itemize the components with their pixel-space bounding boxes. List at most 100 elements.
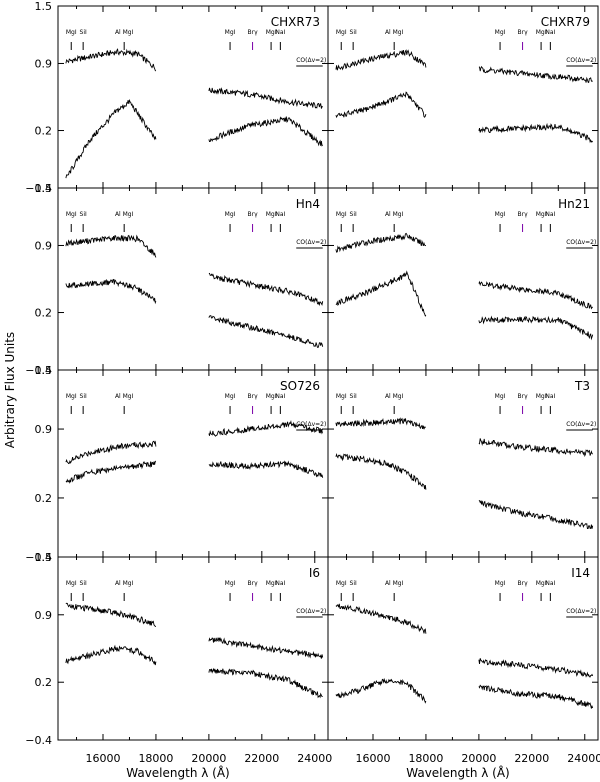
y-tick-label: 1.5 (35, 364, 53, 377)
marker-label: SiI (80, 393, 87, 400)
panel-title: CHXR79 (541, 15, 590, 29)
marker-label: NaI (545, 393, 555, 400)
panel-frame (327, 556, 599, 741)
marker-label: MgI (336, 580, 347, 587)
marker-label: MgI (336, 29, 347, 36)
y-tick-label: 0.2 (35, 125, 53, 138)
co-label: CO(Δv=2) (566, 239, 596, 246)
spectrum-upper-H (65, 440, 157, 465)
marker-label: MgI (266, 580, 277, 587)
co-label: CO(Δv=2) (296, 608, 326, 615)
y-axis-label: Arbitrary Flux Units (3, 332, 17, 448)
panel-frame (327, 5, 599, 189)
spectrum-lower-K (208, 116, 324, 147)
line-markers-h: MgI SiI Al MgI (336, 393, 404, 414)
marker-label: MgI (66, 29, 77, 36)
spectrum-lower-K (478, 499, 594, 529)
y-tick-label: 0.9 (35, 57, 53, 70)
marker-label: MgI (536, 580, 547, 587)
spectrum-upper-H (335, 49, 427, 71)
marker-label: Al MgI (115, 580, 134, 587)
x-tick-label: 24000 (567, 752, 600, 765)
marker-label: NaI (275, 211, 285, 218)
spectrum-lower-K (478, 315, 594, 341)
marker-label: Brγ (247, 393, 258, 400)
spectrum-lower-H (335, 270, 427, 317)
spectrum-lower-H (65, 460, 157, 484)
marker-label: SiI (350, 580, 357, 587)
panel-title: CHXR73 (271, 15, 320, 29)
marker-label: MgI (66, 211, 77, 218)
panel-frame (327, 187, 599, 371)
marker-label: MgI (336, 211, 347, 218)
marker-label: Brγ (247, 211, 258, 218)
panel-title: I14 (571, 566, 590, 580)
marker-label: MgI (225, 29, 236, 36)
marker-label: SiI (350, 211, 357, 218)
spectrum-lower-K (208, 315, 324, 348)
marker-label: MgI (225, 580, 236, 587)
marker-label: NaI (545, 211, 555, 218)
co-label: CO(Δv=2) (296, 57, 326, 64)
spectrum-upper-K (478, 438, 593, 457)
marker-label: MgI (225, 393, 236, 400)
spectrum-upper-K (478, 658, 594, 678)
spectrum-lower-K (478, 122, 594, 144)
spectrum-upper-K (208, 637, 324, 659)
marker-label: MgI (536, 211, 547, 218)
line-markers-h: MgI SiI Al MgI (336, 29, 404, 50)
line-markers-h: MgI SiI Al MgI (336, 211, 404, 232)
panel-frame (57, 187, 329, 371)
co-label: CO(Δv=2) (566, 57, 596, 64)
marker-label: MgI (66, 393, 77, 400)
spectrum-upper-K (208, 87, 323, 109)
panel-title: T3 (574, 379, 590, 393)
marker-label: MgI (536, 393, 547, 400)
spectrum-lower-H (335, 677, 427, 704)
spectrum-upper-H (65, 602, 157, 628)
marker-label: NaI (545, 29, 555, 36)
spectrum-lower-K (208, 460, 324, 478)
panel-frame (327, 369, 599, 558)
y-tick-label: 0.9 (35, 609, 53, 622)
y-tick-label: −0.4 (25, 734, 52, 747)
marker-label: NaI (545, 580, 555, 587)
spectrum-upper-H (65, 48, 157, 72)
marker-label: MgI (225, 211, 236, 218)
marker-label: Brγ (517, 211, 528, 218)
y-tick-label: −0.4 (25, 182, 52, 195)
co-label: CO(Δv=2) (566, 421, 596, 428)
line-markers-h: MgI SiI Al MgI (66, 393, 134, 414)
x-tick-label: 16000 (86, 752, 121, 765)
marker-label: Al MgI (115, 393, 134, 400)
panel-title: Hn4 (296, 197, 320, 211)
spectrum-lower-H (335, 91, 427, 119)
marker-label: Brγ (247, 580, 258, 587)
spectrum-upper-K (208, 272, 324, 307)
panel-title: Hn21 (558, 197, 590, 211)
spectrum-lower-H (65, 644, 157, 666)
marker-label: MgI (266, 211, 277, 218)
marker-label: NaI (275, 393, 285, 400)
marker-label: MgI (495, 393, 506, 400)
spectrum-lower-K (208, 667, 323, 699)
y-tick-label: 0.9 (35, 239, 53, 252)
line-markers-h: MgI SiI Al MgI (336, 580, 404, 601)
line-markers-h: MgI SiI Al MgI (66, 580, 134, 601)
panel-i6: 16000 18000 20000 22000 24000 −0.4 0.2 0.9 1.5 I6… (25, 551, 332, 765)
y-tick-label: 0.9 (35, 423, 53, 436)
x-tick-label: 20000 (461, 752, 496, 765)
marker-label: Al MgI (385, 580, 404, 587)
spectrum-upper-K (478, 65, 593, 84)
panel-frame (57, 556, 329, 741)
x-tick-label: 20000 (191, 752, 226, 765)
spectrum-lower-K (478, 684, 594, 709)
